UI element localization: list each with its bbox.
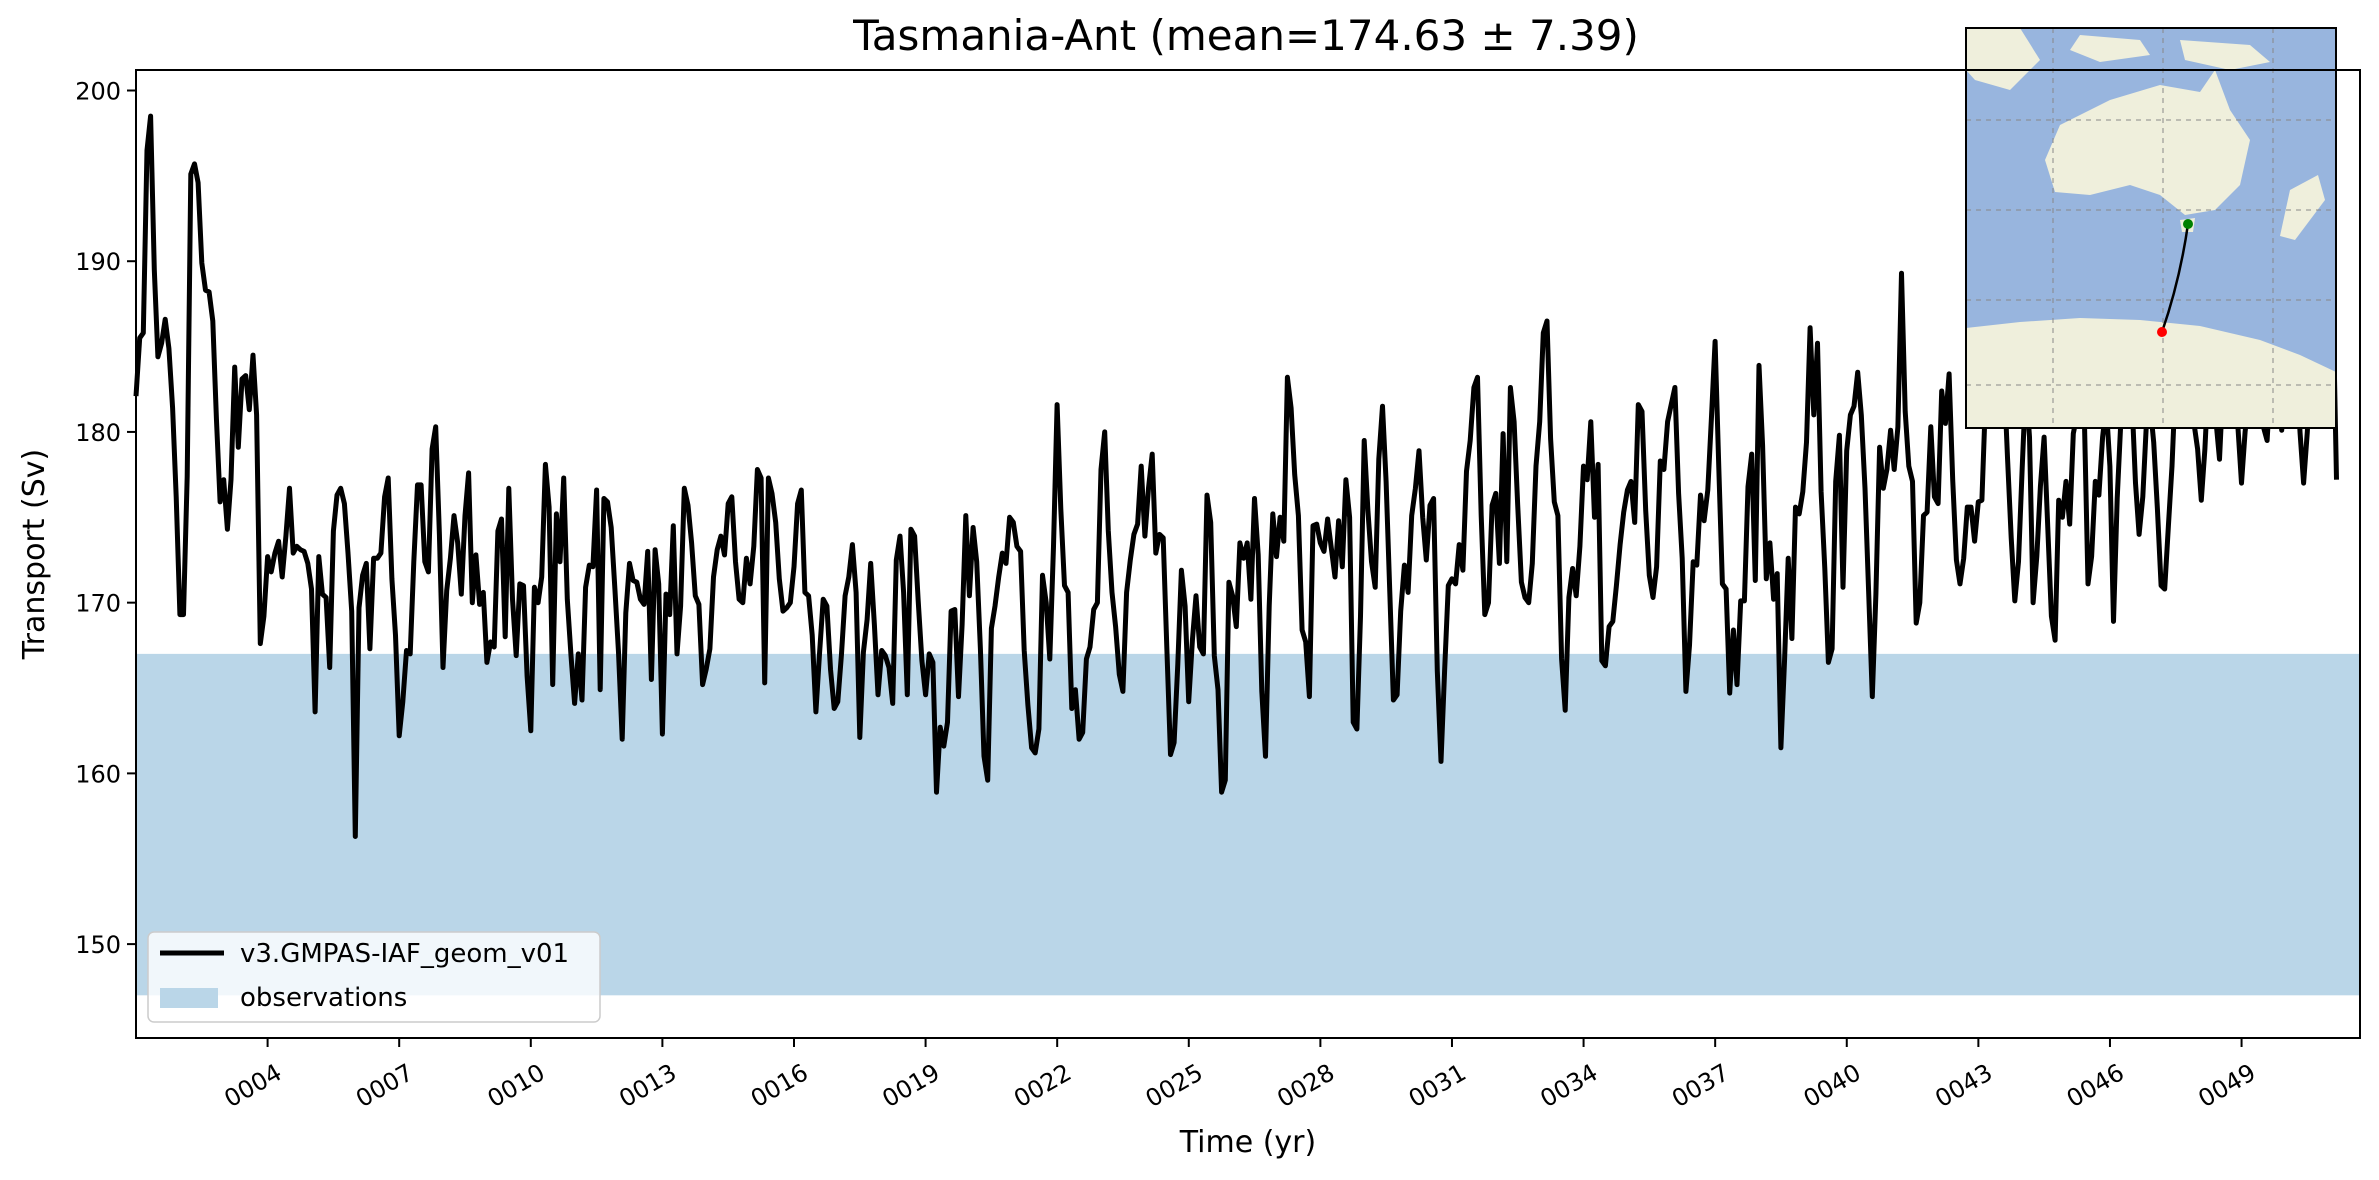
map-end-marker [2157,327,2167,337]
series-line-v3-gmpas [133,113,2339,839]
x-tick-label: 0031 [1404,1058,1471,1113]
map-start-marker [2183,219,2193,229]
x-tick-label: 0046 [2062,1058,2129,1113]
x-tick-label: 0037 [1667,1058,1734,1113]
y-axis: 150 160 170 180 190 200 [75,77,136,959]
legend-label-series: v3.GMPAS-IAF_geom_v01 [240,939,569,969]
y-axis-label: Transport (Sv) [17,449,52,661]
x-tick-label: 0016 [746,1058,813,1113]
inset-map [1965,27,2337,429]
legend-swatch-observations [160,988,218,1008]
x-tick-label: 0019 [878,1058,945,1113]
x-tick-label: 0025 [1141,1058,1208,1113]
map-land-new-zealand [2280,175,2325,240]
map-transect-line [2160,223,2190,333]
map-land-islands [2070,35,2150,62]
legend-label-observations: observations [240,983,407,1013]
x-tick-label: 0022 [1009,1058,1076,1113]
legend: v3.GMPAS-IAF_geom_v01 observations [147,931,601,1023]
x-tick-label: 0028 [1272,1058,1339,1113]
x-tick-label: 0049 [2194,1058,2261,1113]
map-land-new-guinea [2180,40,2270,70]
x-tick-label: 0040 [1799,1058,1866,1113]
chart-title: Tasmania-Ant (mean=174.63 ± 7.39) [852,11,1639,60]
y-tick-label: 150 [75,931,121,959]
y-tick-label: 200 [75,77,121,105]
x-tick-label: 0034 [1536,1058,1603,1113]
map-graticule [1966,28,2336,428]
x-axis: 0004 0007 0010 0013 0016 0019 0022 0025 0028 0031… [220,1038,2261,1113]
x-tick-label: 0010 [483,1058,550,1113]
legend-box [147,931,601,1023]
x-tick-label: 0043 [1930,1058,1997,1113]
map-frame [1965,27,2337,429]
map-land-australia [2045,70,2250,215]
map-land-antarctica [1966,318,2336,428]
y-tick-label: 160 [75,760,121,788]
y-tick-label: 180 [75,419,121,447]
x-tick-label: 0004 [220,1058,287,1113]
y-tick-label: 170 [75,590,121,618]
map-land-asia [1966,28,2040,90]
y-tick-label: 190 [75,248,121,276]
x-tick-label: 0007 [351,1058,418,1113]
x-tick-label: 0013 [614,1058,681,1113]
plot-frame [135,69,2361,1039]
x-axis-label: Time (yr) [1179,1125,1316,1160]
